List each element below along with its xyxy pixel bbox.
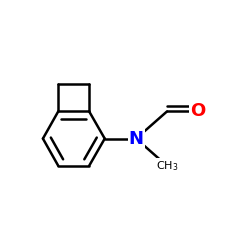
- Text: CH$_3$: CH$_3$: [156, 159, 178, 173]
- Text: O: O: [190, 102, 206, 120]
- Text: N: N: [128, 130, 144, 148]
